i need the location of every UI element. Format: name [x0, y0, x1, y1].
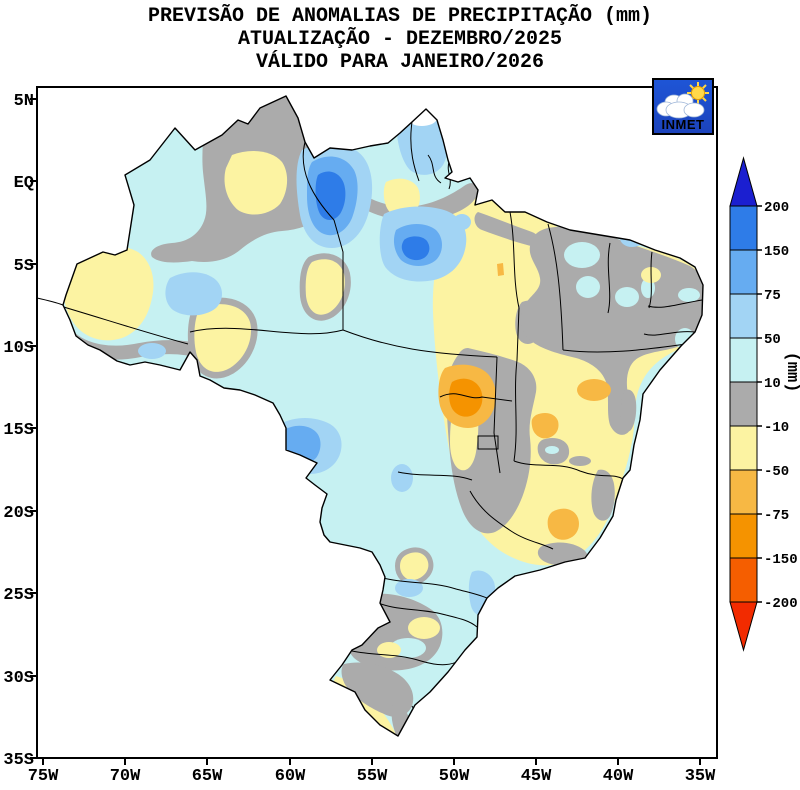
anomaly-region-dry-rondonia: [194, 304, 252, 372]
colorbar-segment: [729, 293, 758, 339]
anomaly-region-drystrong-tocantins-core: [449, 378, 483, 417]
lat-ticks: [30, 98, 37, 759]
anomaly-region-dry-sc-a: [408, 617, 440, 639]
colorbar-label: 50: [764, 332, 781, 348]
map-frame: [30, 86, 718, 765]
lat-label: 15S: [3, 421, 34, 440]
lon-ticks: [42, 758, 701, 765]
anomaly-region-neutral-bacoast: [620, 389, 637, 432]
colorbar-segment: [729, 205, 758, 251]
colorbar-arrow-low: [729, 601, 758, 652]
colorbar: 200 150 75 50 10 -10 -50 -75 -150 -200 (…: [729, 156, 800, 652]
lat-label: 20S: [3, 504, 34, 523]
anomaly-field: [63, 96, 703, 736]
anomaly-region-dry-sp: [400, 552, 429, 581]
colorbar-segment: [729, 557, 758, 603]
colorbar-label: -50: [764, 464, 789, 480]
anomaly-region-neutral-eastpara: [474, 212, 540, 247]
anomaly-region-drystrong-minas-w: [531, 413, 559, 439]
colorbar-label: 150: [764, 244, 789, 260]
anomaly-region-neutral-minas-b: [569, 456, 591, 466]
title-line-1: PREVISÃO DE ANOMALIAS DE PRECIPITAÇÃO (m…: [147, 5, 653, 28]
anomaly-region-wetblue-mt-core: [281, 425, 321, 464]
anomaly-region-wetblue-para-spot: [453, 214, 471, 230]
lon-labels: 75W 70W 65W 60W 55W 50W 45W 40W 35W: [28, 767, 716, 786]
colorbar-label: -10: [764, 420, 789, 436]
anomaly-region-wet-ne-2: [576, 276, 600, 298]
lon-label: 60W: [275, 767, 306, 786]
lon-label: 75W: [28, 767, 59, 786]
inmet-logo: INMET: [652, 78, 714, 135]
lat-label: 5N: [14, 92, 34, 111]
lon-label: 40W: [603, 767, 634, 786]
anomaly-region-wet-ne-coast: [675, 328, 695, 350]
anomaly-region-wetblue-north-core: [315, 171, 346, 220]
anomaly-region-dry-sc-b: [377, 642, 401, 658]
lon-label: 45W: [521, 767, 552, 786]
brazil-outline: [62, 95, 704, 737]
lon-label: 65W: [192, 767, 223, 786]
lon-label: 55W: [357, 767, 388, 786]
anomaly-region-neutral-es: [591, 469, 615, 521]
colorbar-segment: [729, 337, 758, 383]
lat-label: 5S: [14, 257, 34, 276]
anomaly-region-wetblue-ms: [391, 464, 413, 492]
anomaly-region-wetblue-amapa: [396, 110, 449, 175]
colorbar-label: 200: [764, 200, 789, 216]
colorbar-segment: [729, 381, 758, 427]
lat-labels: 5N EQ 5S 10S 15S 20S 25S 30S 35S: [3, 92, 34, 770]
anomaly-region-wet-ne-1: [564, 242, 600, 268]
colorbar-segment: [729, 469, 758, 515]
anomaly-region-wetblue-am-central: [165, 272, 222, 316]
colorbar-segment: [729, 425, 758, 471]
colorbar-label: 10: [764, 376, 781, 392]
anomaly-region-neutral-northeast: [520, 226, 703, 435]
colorbar-segment: [729, 249, 758, 295]
anomaly-region-wetblue-para-core: [401, 236, 430, 261]
lat-label: 30S: [3, 669, 34, 688]
cloud-icon: [656, 93, 705, 119]
colorbar-label: 75: [764, 288, 781, 304]
anomaly-region-drystrong-para-sm: [497, 263, 504, 276]
title-line-3: VÁLIDO PARA JANEIRO/2026: [255, 51, 545, 74]
lat-label: 25S: [3, 586, 34, 605]
lat-label: 10S: [3, 339, 34, 358]
colorbar-boundary-ticks: [757, 205, 762, 603]
anomaly-region-wetblue-pr: [395, 579, 423, 597]
anomaly-region-drystrong-minas-s: [547, 508, 579, 540]
anomaly-region-drystrong-bahia: [577, 379, 611, 401]
colorbar-label: -75: [764, 508, 789, 524]
anomaly-region-nodata-amapa: [404, 96, 440, 126]
lon-label: 50W: [439, 767, 470, 786]
colorbar-arrow-high: [729, 156, 758, 207]
inmet-logo-label: INMET: [662, 117, 705, 132]
anomaly-region-wetblue-am-small: [138, 343, 166, 359]
lon-label: 70W: [110, 767, 141, 786]
map-title: PREVISÃO DE ANOMALIAS DE PRECIPITAÇÃO (m…: [0, 5, 800, 74]
colorbar-segment: [729, 513, 758, 559]
title-line-2: ATUALIZAÇÃO - DEZEMBRO/2025: [237, 28, 563, 51]
anomaly-region-dry-north: [224, 150, 288, 215]
lon-label: 35W: [685, 767, 716, 786]
lat-label: EQ: [14, 174, 34, 193]
anomaly-region-dry-west: [63, 244, 154, 341]
peru-border-line: [36, 297, 64, 306]
anomaly-region-wet-minas: [545, 446, 559, 454]
anomaly-region-wet-ne-5: [678, 288, 700, 302]
colorbar-unit: (mm): [782, 352, 800, 393]
colorbar-label: -150: [764, 552, 798, 568]
colorbar-label: -200: [764, 596, 798, 612]
sun-icon: [687, 82, 709, 104]
anomaly-region-dry-mtwest: [305, 259, 345, 315]
anomaly-region-wet-ne-3: [615, 287, 639, 307]
lat-label: 35S: [3, 751, 34, 770]
